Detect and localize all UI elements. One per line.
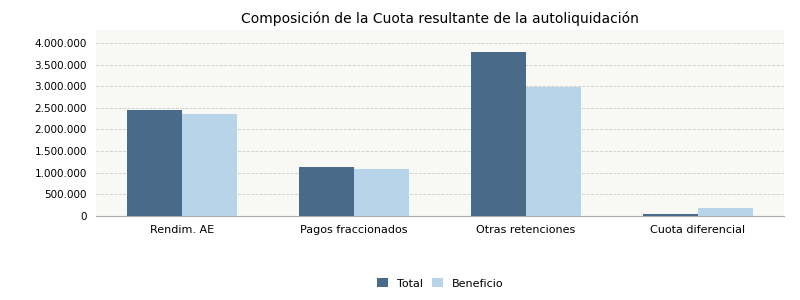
Bar bbox=[526, 87, 581, 216]
Bar bbox=[127, 110, 182, 216]
Bar bbox=[299, 167, 354, 216]
Bar bbox=[471, 52, 526, 216]
Bar bbox=[642, 214, 698, 216]
Bar bbox=[698, 208, 753, 216]
Title: Composición de la Cuota resultante de la autoliquidación: Composición de la Cuota resultante de la… bbox=[241, 12, 639, 26]
Bar bbox=[354, 169, 409, 216]
Legend: Total, Beneficio: Total, Beneficio bbox=[377, 278, 503, 289]
Bar bbox=[182, 114, 238, 216]
